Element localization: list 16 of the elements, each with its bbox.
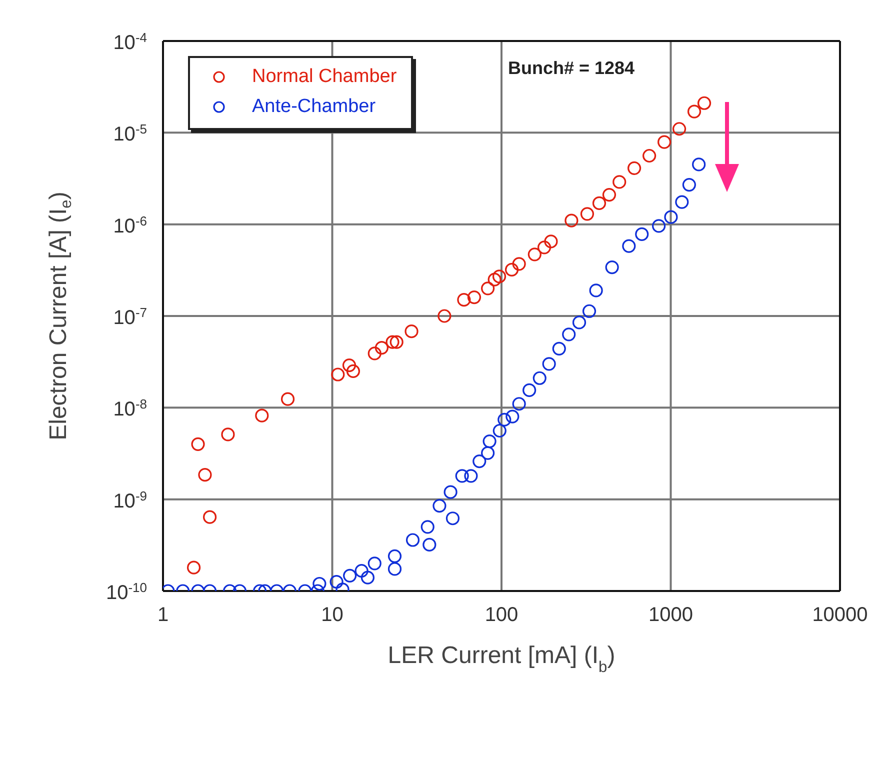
x-tick-label: 100 [484, 604, 518, 626]
annotation: Bunch# = 1284 [508, 58, 635, 79]
legend-label: Normal Chamber [252, 65, 397, 89]
x-tick-label: 1000 [648, 604, 693, 626]
x-tick-label: 10000 [812, 604, 868, 626]
y-tick-label: 10$^{-9}$ [113, 488, 147, 512]
x-axis-title: LER Current [mA] (I$_{b}$) [388, 642, 616, 676]
legend-label: Ante-Chamber [252, 95, 376, 119]
y-tick-label: 10$^{-5}$ [113, 121, 147, 146]
y-tick-label: 10$^{-8}$ [113, 396, 147, 421]
x-tick-label: 1 [157, 604, 169, 626]
y-tick-label: 10$^{-4}$ [113, 30, 147, 54]
y-tick-label: 10$^{-6}$ [113, 212, 147, 238]
x-tick-label: 10 [321, 604, 344, 626]
y-tick-label: 10$^{-10}$ [106, 580, 147, 604]
y-tick-label: 10$^{-7}$ [113, 304, 147, 329]
